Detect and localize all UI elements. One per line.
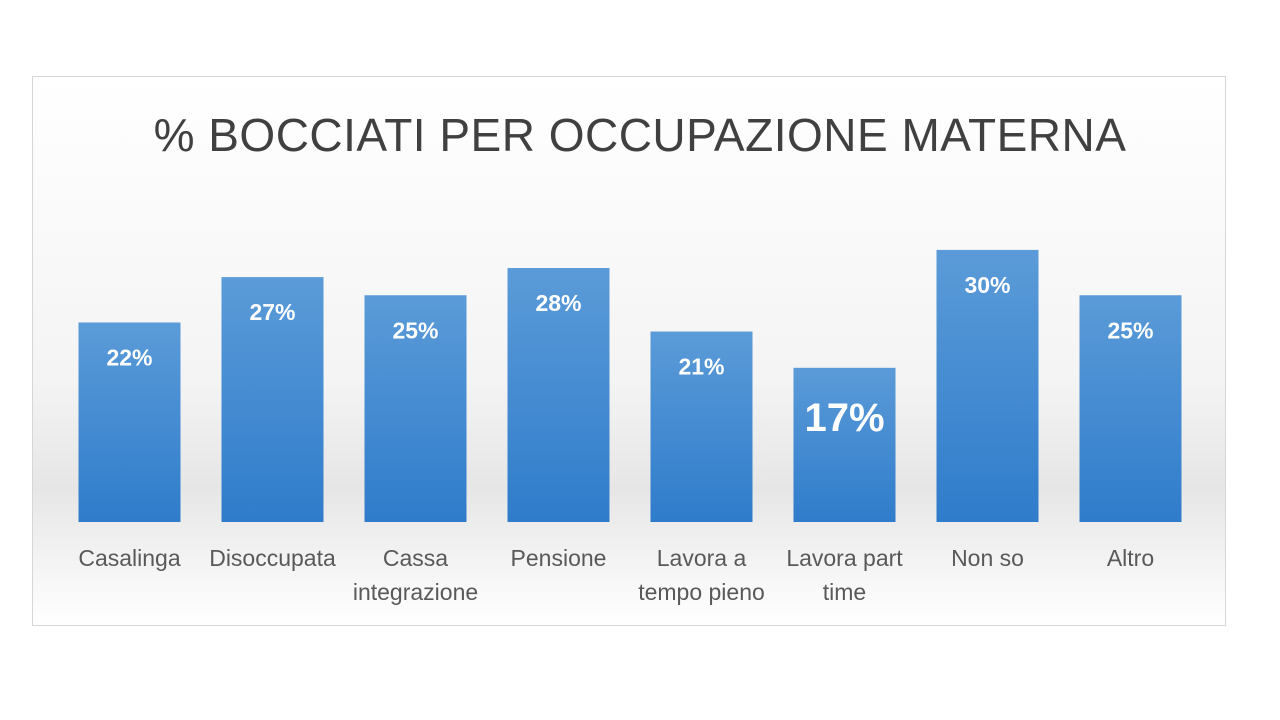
bar xyxy=(507,268,610,522)
category-label: Altro xyxy=(1107,545,1154,571)
category-label: Pensione xyxy=(511,545,607,571)
category-label: Non so xyxy=(951,545,1024,571)
data-label: 27% xyxy=(249,299,295,325)
category-label: Lavora a tempo pieno xyxy=(638,545,765,605)
bar xyxy=(221,277,324,522)
category-labels-group: Casalinga Disoccupata Cassa integrazione Pen… xyxy=(78,545,1154,605)
category-label: Lavora part time xyxy=(786,545,903,605)
data-label: 25% xyxy=(1107,317,1153,343)
bar xyxy=(650,331,753,522)
data-label: 28% xyxy=(535,290,581,316)
data-label: 21% xyxy=(678,354,724,380)
data-label: 22% xyxy=(106,344,152,370)
category-label: Cassa integrazione xyxy=(353,545,478,605)
bar xyxy=(78,322,181,522)
data-label: 25% xyxy=(392,317,438,343)
data-labels-group: 22% 27% 25% 28% 21% 17% 30% 25% xyxy=(106,272,1153,440)
category-label: Casalinga xyxy=(78,545,180,571)
bar xyxy=(936,249,1039,522)
bar xyxy=(364,295,467,522)
data-label: 17% xyxy=(804,396,884,440)
category-label: Disoccupata xyxy=(209,545,336,571)
bar xyxy=(1079,295,1182,522)
bar xyxy=(793,367,896,522)
chart-title: % BOCCIATI PER OCCUPAZIONE MATERNA xyxy=(153,109,1127,161)
bars-group xyxy=(78,249,1182,522)
data-label: 30% xyxy=(964,272,1010,298)
